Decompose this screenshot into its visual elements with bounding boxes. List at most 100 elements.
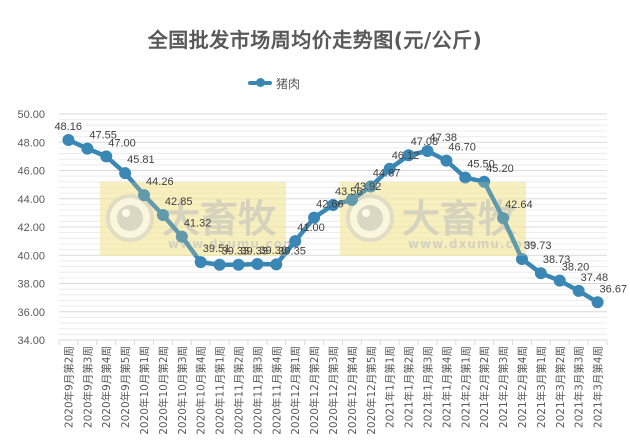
x-tick-label: 2020年12月第2周: [308, 346, 321, 435]
data-point-marker: [213, 258, 226, 271]
x-tick-label: 2021年2月第3周: [497, 346, 510, 428]
data-label: 41.00: [297, 222, 325, 234]
x-tick-label: 2021年1月第4周: [440, 346, 453, 428]
legend-line-marker-icon: [248, 78, 272, 87]
data-label: 47.08: [411, 136, 439, 148]
data-label: 39.33: [222, 246, 250, 258]
data-point-marker: [345, 193, 358, 206]
y-tick-label: 38.00: [17, 279, 45, 291]
data-point-marker: [478, 175, 491, 188]
data-label: 38.20: [562, 262, 590, 274]
x-tick-label: 2020年12月第4周: [346, 346, 359, 435]
series-pork: [62, 133, 604, 309]
data-point-marker: [515, 253, 528, 266]
data-label: 41.32: [184, 218, 212, 230]
data-point-marker: [156, 208, 169, 221]
x-tick-label: 2020年12月第5周: [365, 346, 378, 435]
data-label: 39.38: [259, 245, 287, 257]
data-label: 39.35: [278, 245, 306, 257]
data-point-marker: [553, 274, 566, 287]
data-label: 43.56: [335, 186, 363, 198]
x-tick-label: 2020年11月第4周: [270, 346, 283, 435]
data-label: 43.92: [354, 181, 382, 193]
legend: 猪肉: [248, 74, 300, 92]
y-tick-label: 36.00: [17, 307, 45, 319]
x-tick-label: 2021年3月第2周: [554, 346, 567, 428]
y-tick-label: 48.00: [17, 137, 45, 149]
data-label: 46.12: [392, 150, 420, 162]
chart-title: 全国批发市场周均价走势图(元/公斤): [147, 28, 483, 52]
data-point-marker: [289, 235, 302, 248]
data-label: 39.51: [203, 243, 231, 255]
watermark-url: www.dxumu.com: [168, 237, 296, 251]
data-label: 36.67: [600, 283, 628, 295]
data-point-marker: [138, 189, 151, 202]
data-point-marker: [232, 258, 245, 271]
data-label: 42.64: [505, 199, 533, 211]
data-label: 38.73: [543, 254, 571, 266]
data-label: 46.70: [448, 142, 476, 154]
data-label: 47.55: [89, 130, 117, 142]
x-tick-label: 2020年10月第3周: [176, 346, 189, 435]
data-point-marker: [459, 171, 472, 184]
data-point-marker: [534, 267, 547, 280]
x-tick-label: 2021年1月第1周: [384, 346, 397, 428]
y-tick-label: 44.00: [17, 194, 45, 206]
data-label: 48.16: [54, 121, 82, 133]
data-label: 44.26: [146, 176, 174, 188]
data-point-marker: [270, 258, 283, 271]
x-tick-label: 2021年2月第2周: [478, 346, 491, 428]
x-tick-label: 2020年10月第2周: [157, 346, 170, 435]
x-tick-label: 2021年3月第3周: [573, 346, 586, 428]
data-point-marker: [497, 211, 510, 224]
y-tick-label: 40.00: [17, 250, 45, 262]
data-label: 42.85: [165, 196, 193, 208]
data-point-marker: [251, 258, 264, 271]
data-label: 47.00: [108, 137, 136, 149]
data-label: 45.20: [486, 163, 514, 175]
y-axis: 34.00 36.00 38.00 40.00 42.00 44.00 46.00 48.00…: [17, 109, 45, 347]
x-tick-label: 2020年9月第4周: [100, 346, 113, 428]
data-label: 39.73: [524, 240, 552, 252]
x-tick-label: 2020年12月第1周: [289, 346, 302, 435]
data-point-marker: [440, 154, 453, 167]
data-point-marker: [591, 296, 604, 309]
x-axis: 2020年9月第2周 2020年9月第3周 2020年9月第4周 2020年9月第5周…: [58, 339, 608, 435]
data-point-marker: [364, 180, 377, 193]
legend-label: 猪肉: [276, 76, 301, 91]
data-label: 42.66: [316, 199, 344, 211]
y-tick-label: 46.00: [17, 166, 45, 178]
x-tick-label: 2021年1月第2周: [403, 346, 416, 428]
data-point-marker: [327, 198, 339, 211]
data-label: 44.87: [373, 167, 401, 179]
data-label: 47.38: [429, 132, 457, 144]
x-tick-label: 2021年3月第4周: [592, 346, 605, 428]
data-point-marker: [62, 133, 75, 146]
data-label: 45.50: [467, 159, 495, 171]
data-label: 37.48: [581, 272, 609, 284]
watermark-url: www.dxumu.com: [408, 237, 536, 251]
data-point-marker: [175, 230, 188, 243]
x-tick-label: 2021年2月第1周: [459, 346, 472, 428]
x-tick-label: 2020年9月第5周: [119, 346, 132, 428]
data-point-marker: [100, 150, 113, 163]
x-tick-label: 2021年2月第4周: [516, 346, 529, 428]
data-point-marker: [383, 162, 396, 175]
y-tick-label: 50.00: [17, 109, 45, 121]
data-point-marker: [421, 145, 434, 158]
x-tick-label: 2021年1月第3周: [421, 346, 434, 428]
y-tick-label: 34.00: [17, 335, 45, 347]
x-tick-label: 2020年10月第1周: [138, 346, 151, 435]
data-point-marker: [194, 256, 207, 269]
data-point-marker: [308, 211, 321, 224]
data-label: 45.81: [127, 154, 155, 166]
x-tick-label: 2020年11月第1周: [214, 346, 227, 435]
data-point-marker: [81, 142, 94, 155]
data-point-marker: [119, 167, 132, 180]
x-tick-label: 2020年11月第2周: [233, 346, 246, 435]
data-label: 39.33: [241, 246, 269, 258]
x-tick-label: 2020年9月第2周: [62, 346, 75, 428]
data-point-marker: [402, 149, 415, 162]
